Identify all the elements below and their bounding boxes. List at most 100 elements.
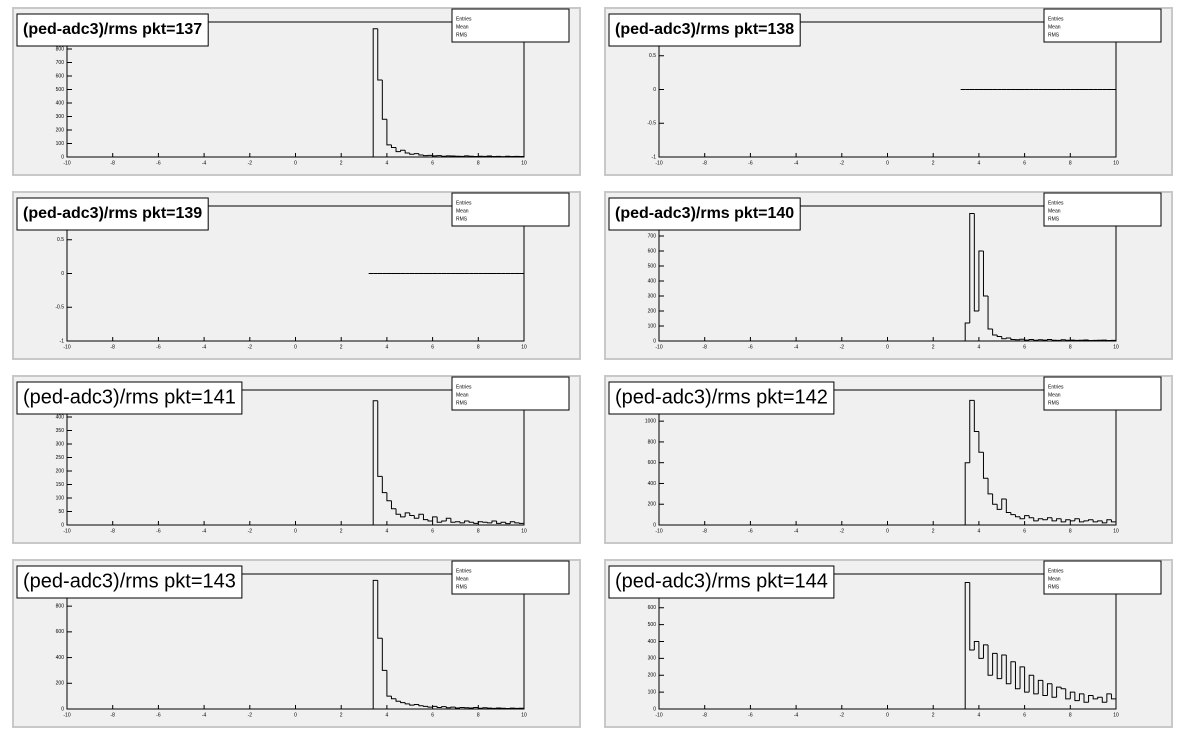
histogram-bin xyxy=(973,213,979,312)
histogram-bin xyxy=(1001,336,1007,340)
y-tick-label: 400 xyxy=(648,639,657,645)
histogram-bin xyxy=(1046,517,1053,520)
histogram-bin xyxy=(500,521,506,524)
y-tick-label: 100 xyxy=(648,689,657,695)
y-tick-label: 0 xyxy=(61,271,64,277)
histogram-bin xyxy=(514,521,520,524)
histogram-bin xyxy=(996,504,1002,510)
histogram-bin xyxy=(418,513,424,519)
stats-box xyxy=(1043,560,1162,595)
y-tick-label: 700 xyxy=(56,60,65,66)
histogram-bin xyxy=(386,670,392,697)
histogram-bin xyxy=(1069,691,1075,699)
x-tick-label: -6 xyxy=(748,712,753,718)
histogram-bin xyxy=(1037,518,1043,521)
histogram-bin xyxy=(1014,661,1021,690)
histogram-bin xyxy=(441,520,447,523)
histogram-bin xyxy=(996,335,1002,337)
y-tick-label: 350 xyxy=(56,428,65,434)
title-box xyxy=(608,565,835,599)
x-tick-label: 10 xyxy=(521,712,527,718)
x-tick-label: 6 xyxy=(431,712,434,718)
x-tick-label: -10 xyxy=(63,528,70,534)
stats-label: Entries xyxy=(1048,384,1064,390)
histogram-bin xyxy=(978,431,984,453)
histogram-bin xyxy=(390,144,397,149)
histogram-bin xyxy=(982,251,989,297)
y-tick-label: 1000 xyxy=(645,418,656,424)
x-tick-label: -8 xyxy=(702,528,707,534)
y-tick-label: -1 xyxy=(60,338,65,344)
histogram-bin xyxy=(505,522,511,525)
y-tick-label: 200 xyxy=(56,127,65,133)
stats-label: Entries xyxy=(1048,16,1064,22)
chart-title: (ped-adc3)/rms pkt=138 xyxy=(615,21,794,38)
x-tick-label: 4 xyxy=(978,712,981,718)
x-tick-label: 8 xyxy=(477,528,480,534)
histogram-bin xyxy=(473,522,479,524)
x-tick-label: -2 xyxy=(248,344,253,350)
y-tick-label: -1 xyxy=(652,154,657,160)
histogram-bin xyxy=(1033,675,1039,695)
histogram-bin xyxy=(395,508,401,515)
chart-title: (ped-adc3)/rms pkt=141 xyxy=(23,386,236,408)
stats-box xyxy=(451,560,570,595)
x-tick-label: -4 xyxy=(794,344,799,350)
x-tick-label: -2 xyxy=(248,528,253,534)
histogram-bin xyxy=(964,462,970,525)
histogram-bin xyxy=(969,213,975,323)
histogram-bin xyxy=(987,644,993,676)
x-tick-label: -4 xyxy=(202,528,207,534)
y-tick-label: 600 xyxy=(648,605,657,611)
histogram-bin xyxy=(454,521,461,523)
x-tick-label: -8 xyxy=(702,712,707,718)
histogram-bin xyxy=(395,147,401,153)
y-tick-label: 300 xyxy=(648,656,657,662)
histogram-bin xyxy=(496,520,502,524)
histogram-bin xyxy=(459,706,465,708)
histogram-bin xyxy=(482,521,488,523)
x-tick-label: 10 xyxy=(521,344,527,350)
x-tick-label: -10 xyxy=(63,712,70,718)
x-tick-label: -4 xyxy=(202,160,207,166)
histogram-bin xyxy=(996,653,1002,680)
stats-label: Entries xyxy=(456,16,472,22)
x-tick-label: 6 xyxy=(1023,712,1026,718)
x-tick-label: 8 xyxy=(1069,712,1072,718)
x-tick-label: -6 xyxy=(156,712,161,718)
title-box xyxy=(608,381,835,415)
histogram-bin xyxy=(413,515,419,519)
histogram-bin xyxy=(372,400,378,525)
chart-title: (ped-adc3)/rms pkt=140 xyxy=(615,205,794,222)
histogram-bin xyxy=(1024,666,1030,693)
histogram-bin xyxy=(377,400,383,477)
title-box xyxy=(16,197,209,231)
y-tick-label: 0.5 xyxy=(57,237,64,243)
histogram-bin xyxy=(386,119,392,146)
x-tick-label: -10 xyxy=(655,160,662,166)
x-tick-label: 4 xyxy=(978,344,981,350)
y-tick-label: 0 xyxy=(653,706,656,712)
histogram-bin xyxy=(1074,518,1080,521)
x-tick-label: 2 xyxy=(340,528,343,534)
x-tick-label: 8 xyxy=(1069,344,1072,350)
histogram-bin xyxy=(386,492,392,502)
x-tick-label: 0 xyxy=(294,528,297,534)
y-tick-label: 400 xyxy=(56,655,65,661)
y-tick-label: 100 xyxy=(648,323,657,329)
histogram-bin xyxy=(992,493,998,505)
y-tick-label: 100 xyxy=(56,141,65,147)
histogram-bin xyxy=(1106,519,1112,523)
x-tick-label: 0 xyxy=(886,712,889,718)
histogram-bin xyxy=(1042,680,1048,696)
histogram-bin xyxy=(992,652,998,676)
stats-box xyxy=(1043,376,1162,411)
histogram-bin xyxy=(482,707,488,709)
x-tick-label: 2 xyxy=(340,160,343,166)
histogram-bin xyxy=(969,399,975,463)
x-tick-label: -2 xyxy=(840,344,845,350)
y-tick-label: 150 xyxy=(56,482,65,488)
chart-title: (ped-adc3)/rms pkt=142 xyxy=(615,386,828,408)
chart-title: (ped-adc3)/rms pkt=143 xyxy=(23,570,236,592)
